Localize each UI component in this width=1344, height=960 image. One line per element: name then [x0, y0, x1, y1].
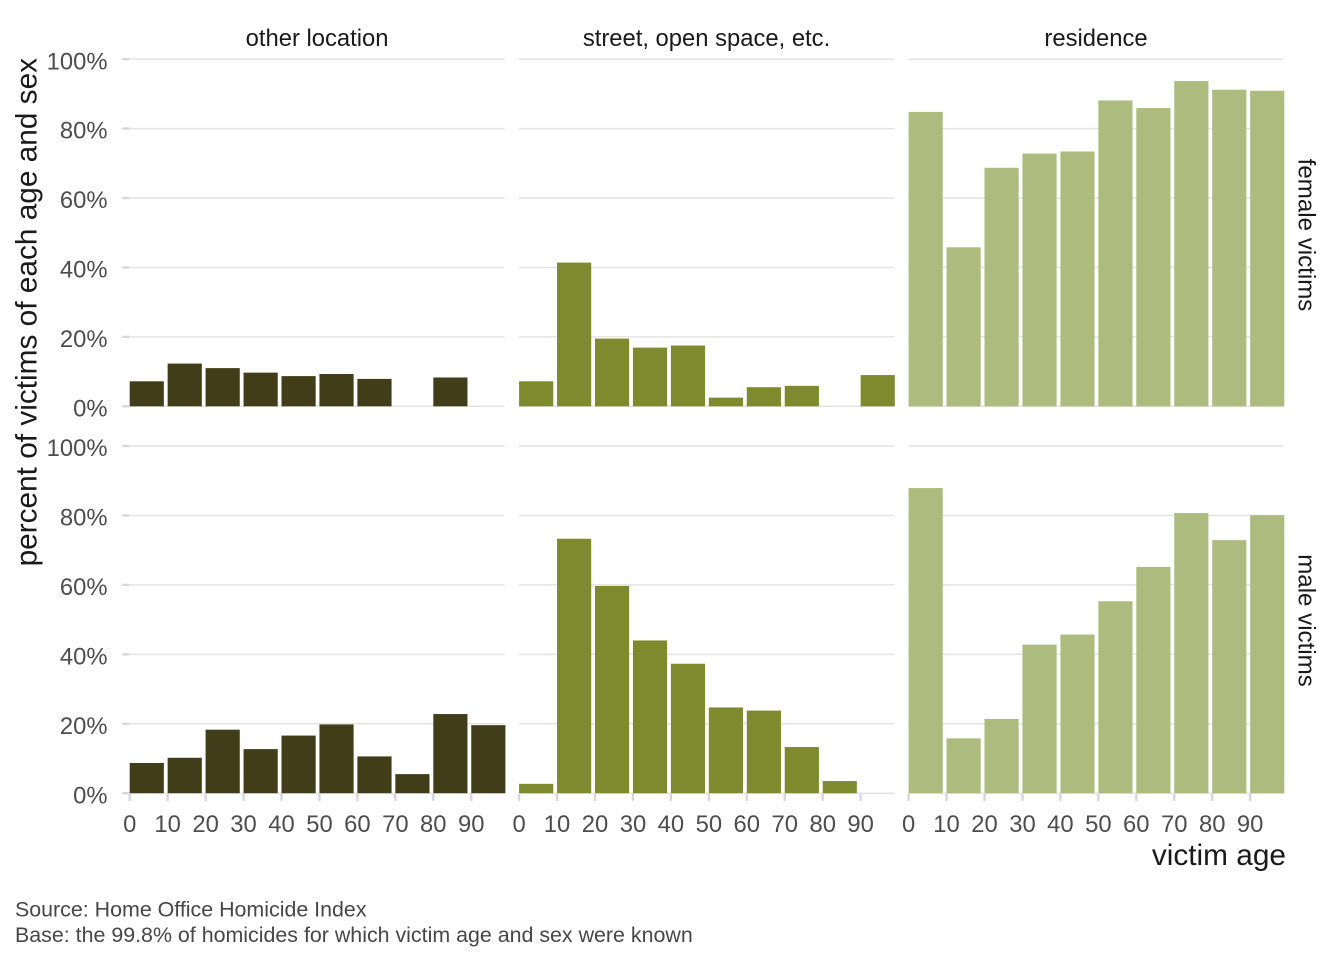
svg-text:0: 0: [902, 811, 915, 838]
svg-text:40: 40: [658, 811, 684, 838]
svg-text:60: 60: [734, 811, 760, 838]
svg-text:60: 60: [1123, 811, 1149, 838]
svg-text:10: 10: [933, 811, 959, 838]
svg-text:victim age: victim age: [1152, 839, 1286, 872]
svg-text:50: 50: [696, 811, 722, 838]
svg-text:Base: the 99.8% of homicides f: Base: the 99.8% of homicides for which v…: [15, 923, 693, 947]
svg-text:80: 80: [420, 811, 446, 838]
svg-text:60%: 60%: [60, 187, 108, 214]
svg-text:percent of victims of each age: percent of victims of each age and sex: [11, 58, 44, 567]
svg-text:30: 30: [1009, 811, 1035, 838]
svg-text:20%: 20%: [60, 713, 108, 740]
svg-text:50: 50: [1085, 811, 1111, 838]
svg-text:0%: 0%: [73, 782, 107, 809]
svg-text:40%: 40%: [60, 257, 108, 284]
svg-text:20: 20: [971, 811, 997, 838]
svg-text:street, open space, etc.: street, open space, etc.: [583, 25, 830, 52]
svg-text:40: 40: [1047, 811, 1073, 838]
svg-text:80: 80: [1199, 811, 1225, 838]
svg-text:100%: 100%: [47, 435, 108, 462]
svg-text:40%: 40%: [60, 643, 108, 670]
svg-text:80%: 80%: [60, 505, 108, 532]
svg-text:20%: 20%: [60, 326, 108, 353]
svg-text:other location: other location: [246, 25, 389, 52]
svg-text:residence: residence: [1044, 25, 1147, 52]
svg-text:90: 90: [458, 811, 484, 838]
svg-text:30: 30: [230, 811, 256, 838]
svg-text:70: 70: [772, 811, 798, 838]
svg-text:70: 70: [382, 811, 408, 838]
svg-text:60: 60: [344, 811, 370, 838]
svg-text:80%: 80%: [60, 118, 108, 145]
svg-text:female victims: female victims: [1292, 159, 1319, 312]
svg-text:Source: Home Office Homicide I: Source: Home Office Homicide Index: [15, 897, 367, 921]
svg-text:40: 40: [268, 811, 294, 838]
svg-text:90: 90: [1237, 811, 1263, 838]
svg-text:20: 20: [582, 811, 608, 838]
svg-text:0: 0: [123, 811, 136, 838]
svg-text:90: 90: [847, 811, 873, 838]
svg-text:30: 30: [620, 811, 646, 838]
svg-text:80: 80: [809, 811, 835, 838]
svg-text:60%: 60%: [60, 574, 108, 601]
svg-text:10: 10: [544, 811, 570, 838]
svg-text:0%: 0%: [73, 395, 107, 422]
svg-text:10: 10: [154, 811, 180, 838]
svg-text:100%: 100%: [47, 48, 108, 75]
svg-text:male victims: male victims: [1292, 554, 1319, 687]
svg-text:0: 0: [512, 811, 525, 838]
svg-text:70: 70: [1161, 811, 1187, 838]
svg-text:20: 20: [192, 811, 218, 838]
svg-text:50: 50: [306, 811, 332, 838]
